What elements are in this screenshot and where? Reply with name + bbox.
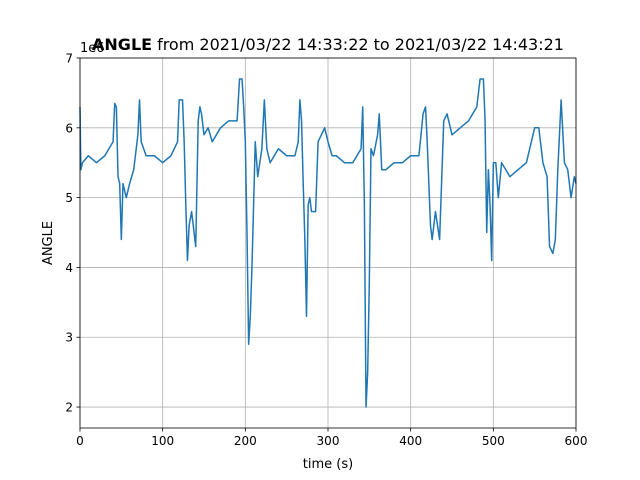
- x-tick-label: 200: [234, 434, 257, 448]
- title-rest: from 2021/03/22 14:33:22 to 2021/03/22 1…: [157, 35, 564, 54]
- y-tick-label: 2: [65, 401, 73, 415]
- y-axis-label: ANGLE: [41, 221, 56, 265]
- y-tick-label: 6: [65, 121, 73, 135]
- y-tick-label: 3: [65, 331, 73, 345]
- x-axis-label: time (s): [303, 457, 353, 472]
- x-tick-label: 100: [151, 434, 174, 448]
- plot-frame: [79, 57, 577, 429]
- x-tick-label: 500: [482, 434, 505, 448]
- y-tick-label: 7: [65, 52, 73, 66]
- y-tick-label: 4: [65, 261, 73, 275]
- y-offset-text: 1e6: [80, 41, 105, 56]
- x-tick-label: 0: [76, 434, 84, 448]
- title-bold: ANGLE: [92, 35, 152, 54]
- chart-title: ANGLE from 2021/03/22 14:33:22 to 2021/03…: [92, 35, 564, 54]
- x-tick-label: 600: [565, 434, 588, 448]
- y-tick-label: 5: [65, 191, 73, 205]
- x-tick-label: 400: [399, 434, 422, 448]
- x-tick-label: 300: [317, 434, 340, 448]
- data-line: [79, 78, 577, 408]
